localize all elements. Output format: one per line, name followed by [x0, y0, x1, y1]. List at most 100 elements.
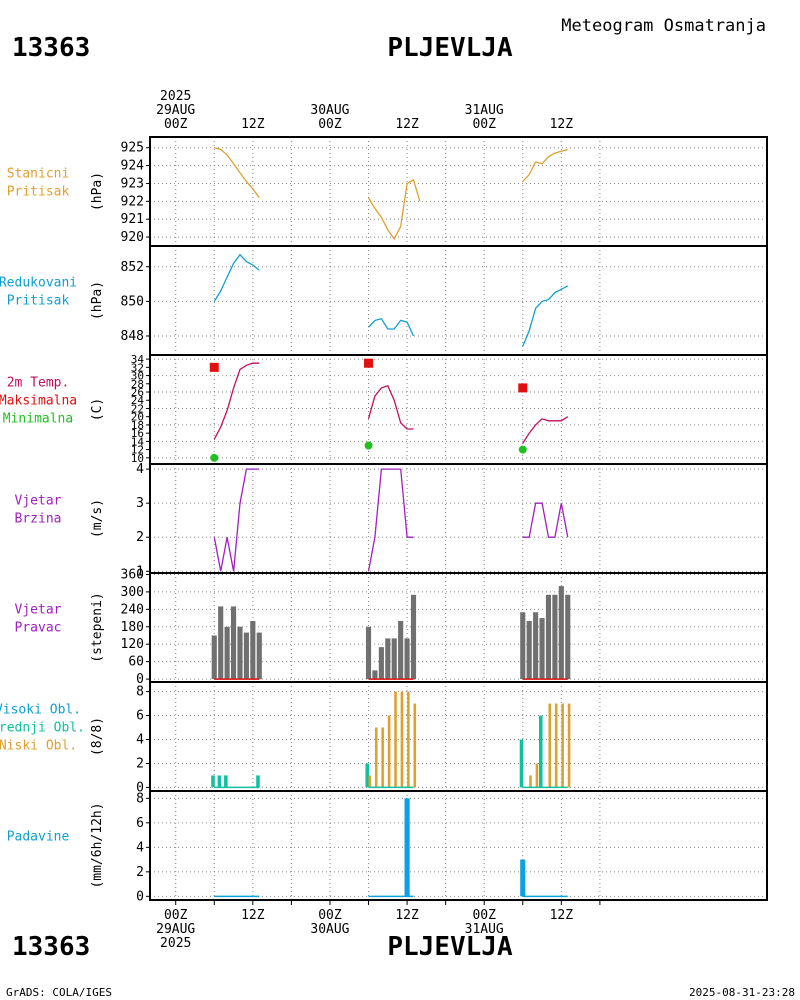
panel-frame	[149, 136, 768, 247]
unit-label: (hPa)	[90, 281, 105, 320]
time-label: 12Z	[550, 117, 574, 132]
bar	[237, 626, 243, 680]
footer-station-id: 13363	[12, 932, 90, 962]
bar	[387, 715, 391, 788]
time-label: 00Z	[318, 117, 342, 132]
panel-label: Minimalna	[3, 412, 73, 427]
min-temp-marker	[210, 453, 219, 462]
min-temp-marker	[364, 441, 373, 450]
panel-frame	[149, 681, 768, 792]
series-line	[214, 147, 260, 199]
panel-vjetar-brzina: 1 2 3 4 (m/s) Vjetar Brzina	[15, 462, 768, 579]
time-label: 00Z	[164, 908, 188, 923]
time-label: 12Z	[241, 117, 265, 132]
bar	[250, 620, 256, 680]
bar	[520, 859, 526, 897]
panel-label: Niski Obl.	[0, 739, 77, 754]
unit-label: (C)	[90, 398, 105, 421]
y-tick-label: 4	[136, 732, 144, 747]
y-tick-label: 60	[128, 655, 144, 670]
y-tick-label: 2	[136, 530, 144, 545]
bar	[545, 594, 552, 680]
chart-title: Meteogram Osmatranja	[561, 16, 766, 36]
panel-oblacnost: 0 2 4 6 8 (8/8) Visoki Obl. Srednji Obl. Niski O…	[0, 681, 768, 795]
max-temp-marker	[209, 362, 219, 372]
bar	[552, 594, 558, 680]
bar	[407, 691, 410, 788]
y-tick-label: 924	[121, 159, 145, 174]
bar	[538, 715, 543, 788]
bar	[217, 775, 222, 788]
bar	[558, 586, 564, 680]
panel-frame	[149, 790, 768, 901]
y-tick-label: 0	[136, 780, 144, 795]
bar	[211, 635, 217, 680]
time-label: 00Z	[472, 908, 496, 923]
panel-frame	[149, 354, 768, 465]
time-label: 29AUG	[156, 103, 195, 118]
series-line	[522, 416, 569, 444]
series-line	[213, 253, 260, 302]
bar	[372, 670, 378, 680]
time-label: 2025	[160, 936, 191, 951]
bar	[565, 594, 571, 680]
panel-label: Srednji Obl.	[0, 721, 85, 736]
panel-frame	[149, 463, 768, 574]
unit-label: (m/s)	[90, 499, 105, 538]
bar	[218, 606, 224, 680]
panel-stanicni-pritisak: 920 921 922 923 924 925 (hPa) Stanicni Pritisak	[7, 136, 768, 247]
bar	[561, 703, 564, 788]
bar	[520, 612, 526, 680]
bar	[404, 798, 410, 897]
y-tick-label: 1	[136, 564, 144, 579]
panel-label: Vjetar	[15, 494, 62, 509]
series-line	[368, 317, 415, 337]
y-tick-label: 925	[121, 141, 144, 156]
bar	[404, 638, 410, 680]
panel-vjetar-pravac: 0 60 120 180 240 300 360 (stepeni) Vjetar Pravac	[15, 567, 768, 687]
bar	[365, 763, 370, 788]
time-label: 30AUG	[310, 922, 349, 937]
y-tick-label: 34	[131, 353, 145, 366]
panel-label: Redukovani	[0, 276, 77, 291]
y-tick-label: 2	[136, 865, 144, 880]
series-line	[522, 502, 569, 538]
series-line	[367, 468, 414, 572]
bar	[224, 626, 230, 680]
panel-label: Pritisak	[7, 294, 70, 309]
y-tick-label: 0	[136, 889, 144, 904]
bar	[539, 618, 545, 680]
time-label: 2025	[160, 89, 191, 104]
panel-label: Padavine	[7, 830, 70, 845]
time-label: 12Z	[241, 908, 265, 923]
time-label: 00Z	[472, 117, 496, 132]
y-tick-label: 20	[131, 411, 144, 424]
bar	[529, 775, 532, 788]
panel-label: Maksimalna	[0, 394, 77, 409]
y-tick-label: 26	[131, 386, 144, 399]
y-tick-label: 4	[136, 462, 144, 477]
y-tick-label: 22	[131, 402, 144, 415]
unit-label: (mm/6h/12h)	[90, 802, 105, 888]
panels: 920921922923924925(hPa)StanicniPritisak8…	[0, 136, 768, 904]
bar	[365, 626, 372, 680]
footer-timestamp: 2025-08-31-23:28	[689, 986, 795, 999]
bar	[410, 594, 417, 680]
bar	[533, 612, 539, 680]
bar	[567, 703, 571, 788]
time-label: 30AUG	[310, 103, 349, 118]
time-label: 31AUG	[465, 103, 504, 118]
station-id: 13363	[12, 33, 90, 63]
y-tick-label: 922	[121, 194, 144, 209]
bar	[378, 647, 384, 680]
y-tick-label: 10	[131, 452, 144, 465]
y-tick-label: 180	[121, 620, 144, 635]
station-name: PLJEVLJA	[387, 33, 513, 63]
y-tick-label: 4	[136, 840, 144, 855]
time-label: 12Z	[395, 908, 419, 923]
panel-label: 2m Temp.	[7, 376, 70, 391]
bar	[526, 620, 532, 680]
panel-label: Pritisak	[7, 185, 70, 200]
y-tick-label: 6	[136, 816, 144, 831]
